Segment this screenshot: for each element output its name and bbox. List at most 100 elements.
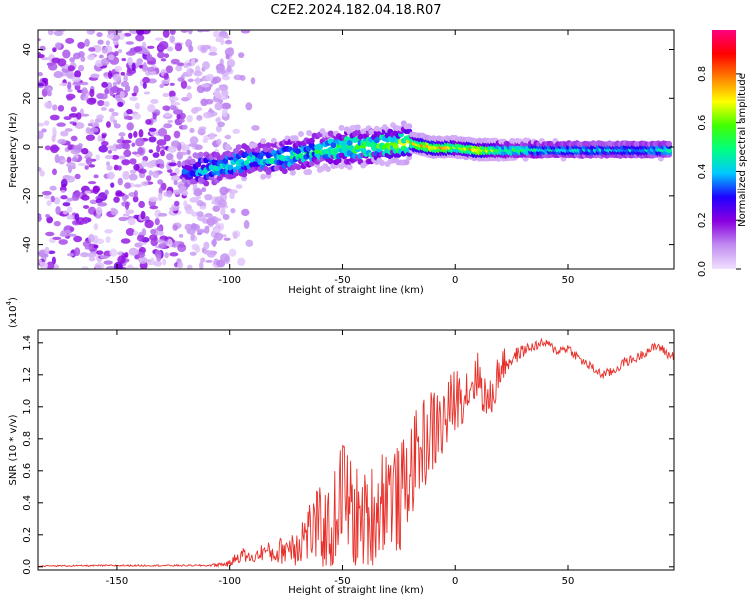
- spectrogram-cell: [212, 238, 217, 248]
- snr-x-tick-label: -100: [218, 576, 241, 587]
- spectrogram-cell: [109, 87, 115, 97]
- spectrogram-cell: [56, 122, 66, 127]
- spectrogram-cell: [74, 173, 81, 180]
- spectrogram-cell: [54, 42, 62, 50]
- spectrogram-cell: [52, 236, 62, 240]
- colorbar-tick-label: 0.0: [697, 261, 708, 277]
- spectrogram-cell: [61, 159, 68, 163]
- spectrogram-y-ticks: -40 -20 0 20 40: [22, 43, 674, 253]
- spectrogram-cell: [89, 199, 98, 205]
- spectrogram-cell: [123, 149, 132, 158]
- spectrogram-cell: [125, 201, 130, 210]
- spectrogram-cell: [145, 175, 152, 182]
- spectrogram-cell: [85, 134, 96, 141]
- spectrogram-cell: [225, 35, 230, 39]
- spectrogram-cell: [167, 119, 174, 124]
- spectrogram-cell: [214, 232, 223, 241]
- spectrogram-cell: [122, 213, 130, 217]
- spectrogram-cell: [62, 202, 71, 207]
- spectrogram-cell: [129, 169, 137, 174]
- spectrogram-cell: [144, 219, 154, 229]
- spectrogram-cell: [41, 190, 52, 196]
- spectrogram-cell: [77, 143, 83, 148]
- spectrogram-cell: [346, 139, 353, 146]
- spectrogram-cell: [187, 30, 193, 35]
- spectrogram-cell: [57, 104, 65, 112]
- spectrogram-cell: [195, 77, 201, 85]
- spectrogram-cell: [120, 71, 126, 76]
- spectrogram-cell: [354, 129, 361, 136]
- spectrogram-cell: [125, 50, 136, 56]
- spectrogram-cell: [58, 239, 68, 245]
- spectrogram-cell: [108, 54, 115, 61]
- spectrogram-cell: [168, 90, 176, 98]
- spectrogram-x-tick-label: -50: [334, 275, 350, 286]
- spectrogram-cell: [38, 51, 42, 57]
- spectrogram-cell: [406, 123, 413, 130]
- spectrogram-cell: [188, 45, 194, 53]
- spectrogram-cell: [123, 74, 128, 83]
- spectrogram-cell: [148, 136, 157, 143]
- spectrogram-cell: [52, 126, 57, 135]
- spectrogram-cell: [38, 38, 41, 42]
- spectrogram-cell: [199, 205, 207, 210]
- snr-x-tick-label: -150: [106, 576, 129, 587]
- spectrogram-cell: [168, 162, 177, 167]
- snr-panel: -150 -100 -50 0 50 0.00.20.40.60.81.01.21.4 …: [5, 297, 675, 596]
- spectrogram-cell: [138, 256, 148, 264]
- spectrogram-cell: [217, 121, 225, 128]
- spectrogram-cell: [297, 131, 304, 138]
- spectrogram-cell: [111, 111, 119, 117]
- spectrogram-cell: [245, 239, 254, 247]
- spectrogram-cell: [106, 165, 113, 171]
- spectrogram-cell: [199, 261, 204, 269]
- snr-y-scale-base: (x10: [8, 305, 19, 328]
- snr-y-tick-label: 1.4: [22, 335, 33, 351]
- spectrogram-cell: [131, 62, 136, 72]
- spectrogram-cell: [228, 189, 238, 194]
- spectrogram-cell: [109, 115, 115, 123]
- spectrogram-cell: [169, 82, 175, 86]
- spectrogram-cell: [103, 260, 113, 265]
- spectrogram-cell: [141, 228, 147, 237]
- snr-y-tick-label: 0.6: [22, 463, 33, 479]
- spectrogram-cell: [150, 228, 157, 235]
- spectrogram-cell: [219, 222, 225, 231]
- spectrogram-cell: [84, 246, 92, 250]
- spectrogram-cell: [120, 238, 131, 244]
- spectrogram-cell: [59, 233, 70, 237]
- spectrogram-cell: [124, 252, 129, 258]
- spectrogram-cell: [202, 138, 209, 144]
- spectrogram-cell: [162, 92, 170, 98]
- spectrogram-cell: [186, 228, 196, 235]
- spectrogram-cell: [174, 43, 183, 52]
- spectrogram-cell: [148, 196, 159, 203]
- spectrogram-cell: [46, 200, 52, 206]
- spectrogram-cell: [368, 129, 375, 136]
- spectrogram-cell: [60, 130, 69, 137]
- spectrogram-cell: [212, 205, 221, 213]
- spectrogram-cell: [295, 148, 302, 155]
- spectrogram-cell: [124, 182, 131, 189]
- spectrogram-cell: [165, 65, 174, 74]
- spectrogram-cell: [354, 124, 361, 131]
- spectrogram-cell: [204, 213, 213, 218]
- spectrogram-cell: [74, 213, 80, 221]
- spectrogram-cell: [157, 192, 163, 201]
- spectrogram-cell: [67, 65, 75, 72]
- spectrogram-cell: [403, 159, 410, 166]
- spectrogram-cell: [97, 202, 108, 207]
- spectrogram-cell: [166, 46, 174, 52]
- spectrogram-cell: [196, 229, 205, 234]
- spectrogram-cell: [69, 121, 75, 125]
- spectrogram-cell: [125, 41, 135, 45]
- spectrogram-cell: [72, 81, 83, 87]
- spectrogram-cell: [126, 264, 134, 269]
- spectrogram-cell: [177, 62, 185, 67]
- spectrogram-cell: [219, 186, 229, 196]
- spectrogram-cell: [182, 124, 188, 130]
- spectrogram-cell: [66, 175, 75, 183]
- spectrogram-cell: [196, 30, 205, 33]
